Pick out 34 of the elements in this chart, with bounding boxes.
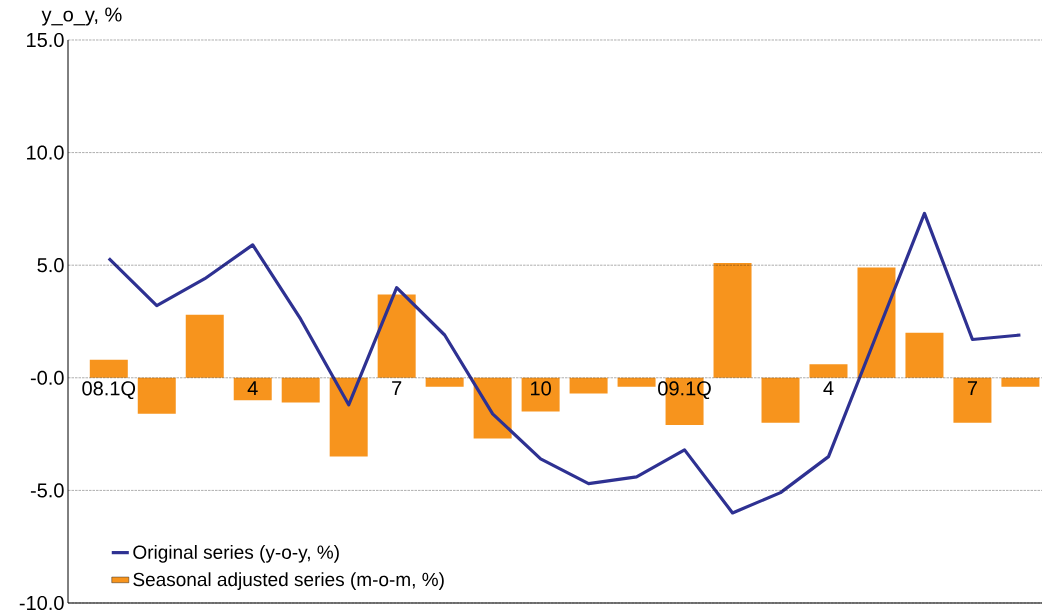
legend-label: Original series (y-o-y, %) bbox=[133, 544, 339, 563]
bar bbox=[713, 262, 752, 378]
bar bbox=[137, 377, 176, 414]
bar bbox=[521, 377, 560, 412]
bar bbox=[185, 314, 224, 378]
bar bbox=[569, 377, 608, 394]
bar bbox=[857, 267, 896, 378]
x-tick-label: 08.1Q bbox=[82, 381, 136, 399]
y-tick-label: 10.0 bbox=[27, 145, 64, 160]
x-tick-label: 7 bbox=[392, 381, 402, 395]
y-tick-label: 5.0 bbox=[37, 257, 64, 273]
x-tick-label: 4 bbox=[247, 381, 258, 395]
bar bbox=[281, 377, 320, 403]
bar bbox=[233, 377, 272, 401]
bar bbox=[377, 294, 416, 378]
y-tick-label: -0.0 bbox=[30, 370, 64, 385]
y-tick-label: -10.0 bbox=[19, 595, 64, 610]
legend-label: Seasonal adjusted series (m-o-m, %) bbox=[133, 572, 444, 590]
bar bbox=[1001, 377, 1040, 387]
x-tick-label: 4 bbox=[823, 381, 834, 395]
bar bbox=[425, 377, 464, 387]
x-tick-label: 7 bbox=[967, 381, 977, 395]
bar bbox=[473, 377, 512, 439]
bar bbox=[953, 377, 992, 423]
bar bbox=[905, 332, 944, 378]
y-axis-title: y_o_y, % bbox=[41, 7, 122, 26]
y-tick-label: 15.0 bbox=[27, 32, 64, 47]
bar bbox=[89, 359, 128, 378]
y-tick-label: -5.0 bbox=[30, 483, 64, 498]
x-tick-label: 10 bbox=[531, 381, 551, 396]
bar bbox=[617, 377, 656, 387]
bar bbox=[809, 364, 848, 378]
bar bbox=[761, 377, 800, 423]
bar bbox=[329, 377, 368, 457]
